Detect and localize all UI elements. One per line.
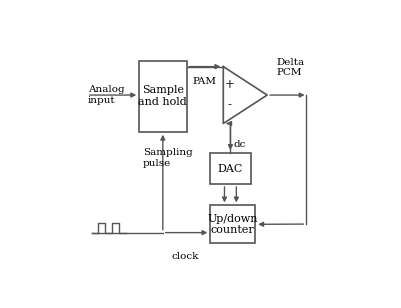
- FancyBboxPatch shape: [139, 61, 186, 132]
- Text: Sampling
pulse: Sampling pulse: [143, 148, 192, 168]
- FancyBboxPatch shape: [210, 205, 255, 243]
- Text: DAC: DAC: [218, 164, 243, 174]
- Text: -: -: [227, 98, 231, 111]
- Text: PAM: PAM: [192, 77, 216, 86]
- Text: Sample
and hold: Sample and hold: [138, 85, 187, 107]
- Text: Delta
PCM: Delta PCM: [277, 58, 305, 78]
- Text: +: +: [224, 78, 234, 91]
- Text: dc: dc: [233, 140, 246, 149]
- Text: clock: clock: [172, 252, 199, 261]
- Text: Analog
input: Analog input: [88, 85, 125, 105]
- Text: Up/down
counter: Up/down counter: [208, 213, 258, 235]
- FancyBboxPatch shape: [210, 153, 251, 184]
